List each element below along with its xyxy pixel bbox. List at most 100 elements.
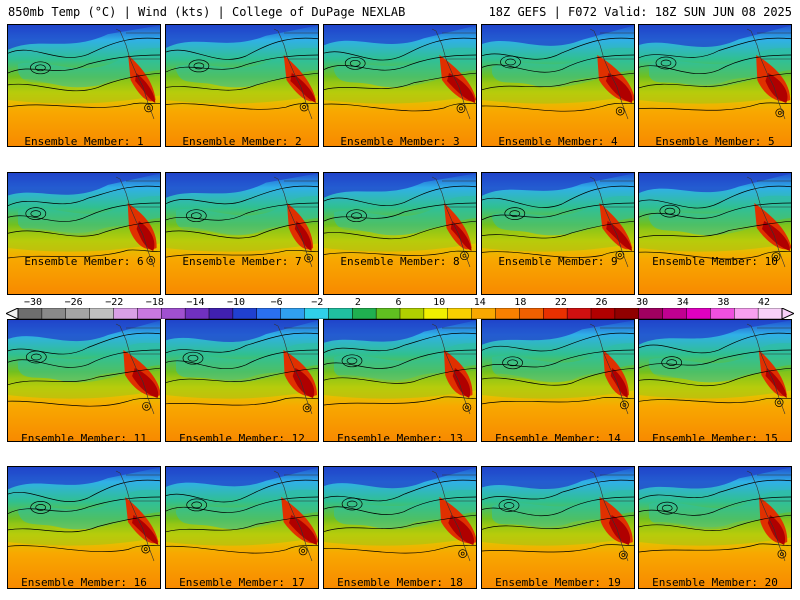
ensemble-member-caption: Ensemble Member: 20 [652, 576, 778, 589]
temperature-map [482, 173, 634, 294]
colorbar-left-arrow-icon [6, 308, 19, 319]
ensemble-member-caption: Ensemble Member: 2 [182, 135, 302, 148]
colorbar-tick-label: −18 [145, 297, 164, 308]
colorbar-swatch [686, 308, 711, 319]
ensemble-member-caption: Ensemble Member: 14 [495, 432, 621, 445]
temperature-map [482, 320, 634, 441]
ensemble-panel-map [165, 24, 319, 147]
colorbar-tick-label: 2 [354, 297, 361, 308]
colorbar-tick-label: −30 [23, 297, 43, 308]
colorbar-swatch [638, 308, 664, 319]
temperature-map [8, 467, 160, 588]
colorbar-swatch [184, 308, 210, 319]
temperature-map [482, 25, 634, 146]
ensemble-panel-map [638, 319, 792, 442]
ensemble-panel-map [7, 319, 161, 442]
colorbar-swatch [328, 308, 353, 319]
temperature-map [482, 467, 634, 588]
ensemble-panel-map [323, 172, 477, 295]
ensemble-panel-map [323, 466, 477, 589]
ensemble-member-caption: Ensemble Member: 19 [495, 576, 621, 589]
colorbar-swatch [304, 308, 329, 319]
colorbar-swatch [471, 308, 497, 319]
ensemble-panel-map [7, 172, 161, 295]
colorbar-swatch [137, 308, 162, 319]
colorbar-swatch [566, 308, 592, 319]
colorbar-swatch [662, 308, 688, 319]
ensemble-member-caption: Ensemble Member: 1 [24, 135, 144, 148]
colorbar-swatch [161, 308, 186, 319]
colorbar-tick-label: 42 [757, 297, 771, 308]
colorbar-tick-label: −10 [227, 297, 246, 308]
temperature-map [324, 25, 476, 146]
ensemble-panel-map [7, 24, 161, 147]
colorbar-tick-label: −26 [64, 297, 83, 308]
colorbar-swatch [113, 308, 138, 319]
colorbar-tick-label: 22 [554, 297, 567, 308]
colorbar-swatch [734, 308, 759, 319]
ensemble-member-caption: Ensemble Member: 9 [498, 255, 618, 268]
colorbar-swatch [89, 308, 115, 319]
colorbar-tick-label: 30 [636, 297, 649, 308]
colorbar-swatch [495, 308, 520, 319]
ensemble-member-caption: Ensemble Member: 7 [182, 255, 302, 268]
header-right-title: 18Z GEFS | F072 Valid: 18Z SUN JUN 08 20… [488, 5, 792, 19]
temperature-map [639, 467, 791, 588]
colorbar-swatch [447, 308, 473, 319]
temperature-map [8, 320, 160, 441]
ensemble-member-caption: Ensemble Member: 17 [179, 576, 305, 589]
temperature-map [639, 25, 791, 146]
header-left-title: 850mb Temp (°C) | Wind (kts) | College o… [8, 5, 406, 19]
ensemble-panel-map [481, 319, 635, 442]
ensemble-member-caption: Ensemble Member: 18 [337, 576, 463, 589]
colorbar-tick-label: −2 [311, 297, 324, 308]
colorbar-tick-label: 6 [395, 297, 402, 308]
temperature-map [166, 320, 318, 441]
temperature-map [166, 467, 318, 588]
colorbar-swatch [757, 308, 783, 319]
colorbar-swatch [519, 308, 544, 319]
ensemble-member-caption: Ensemble Member: 3 [340, 135, 460, 148]
colorbar-tick-label: 18 [514, 297, 527, 308]
colorbar-swatch [590, 308, 616, 319]
temperature-colorbar [6, 308, 794, 319]
temperature-map [166, 173, 318, 294]
colorbar-swatch [375, 308, 401, 319]
colorbar-swatch [352, 308, 377, 319]
ensemble-panel-map [638, 172, 792, 295]
ensemble-member-caption: Ensemble Member: 15 [652, 432, 778, 445]
colorbar-swatch [710, 308, 735, 319]
ensemble-panel-map [165, 466, 319, 589]
colorbar-tick-label: −14 [186, 297, 205, 308]
ensemble-member-caption: Ensemble Member: 11 [21, 432, 147, 445]
temperature-map [8, 25, 160, 146]
colorbar-swatch [280, 308, 306, 319]
ensemble-member-caption: Ensemble Member: 5 [655, 135, 775, 148]
colorbar-tick-label: 26 [595, 297, 608, 308]
temperature-map [166, 25, 318, 146]
colorbar-swatch [399, 308, 425, 319]
colorbar-swatch [256, 308, 282, 319]
ensemble-panel-map [7, 466, 161, 589]
colorbar-tick-label: 38 [717, 297, 730, 308]
ensemble-panel-map [638, 466, 792, 589]
ensemble-member-caption: Ensemble Member: 10 [652, 255, 778, 268]
colorbar-tick-label: −6 [270, 297, 283, 308]
colorbar-swatch [614, 308, 640, 319]
ensemble-panel-map [165, 172, 319, 295]
ensemble-member-caption: Ensemble Member: 16 [21, 576, 147, 589]
colorbar-tick-label: 10 [433, 297, 446, 308]
colorbar-swatch [423, 308, 449, 319]
ensemble-member-caption: Ensemble Member: 8 [340, 255, 460, 268]
colorbar-right-arrow-icon [781, 308, 794, 319]
ensemble-panel-map [481, 172, 635, 295]
colorbar-swatch [41, 308, 67, 319]
ensemble-member-caption: Ensemble Member: 4 [498, 135, 618, 148]
colorbar-tick-label: −22 [105, 297, 124, 308]
colorbar-swatch [232, 308, 258, 319]
ensemble-panel-map [323, 24, 477, 147]
temperature-map [324, 467, 476, 588]
ensemble-panel-map [165, 319, 319, 442]
ensemble-member-caption: Ensemble Member: 13 [337, 432, 463, 445]
colorbar-swatch [208, 308, 234, 319]
